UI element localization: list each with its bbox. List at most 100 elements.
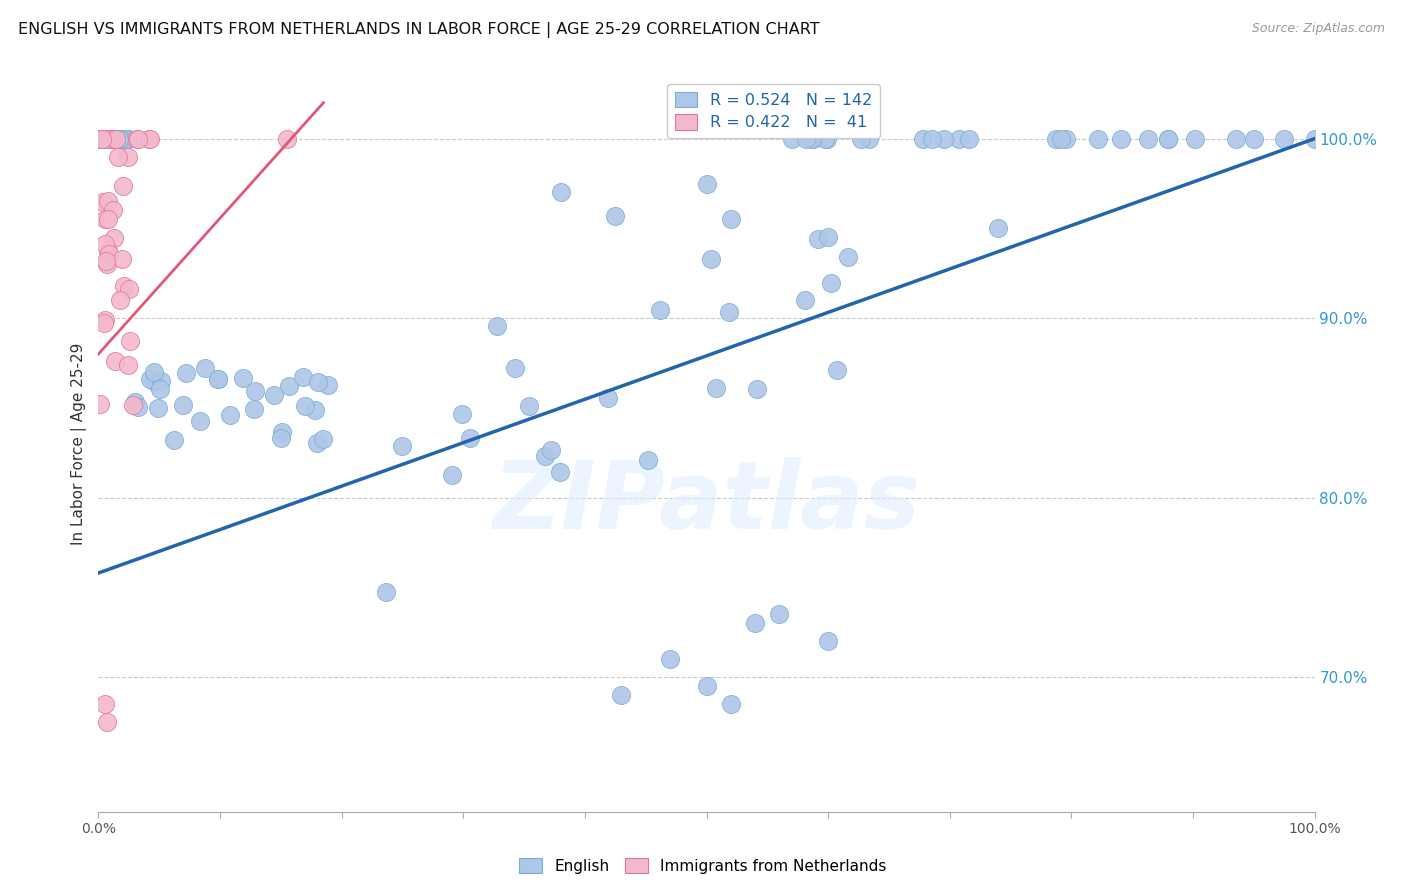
Point (96, 131, 118, 145)
Point (97, 194, 120, 209)
Point (117, 131, 139, 145)
Point (744, 616, 766, 631)
Point (849, 131, 872, 145)
Point (304, 402, 326, 417)
Point (143, 365, 166, 379)
Point (305, 436, 328, 450)
Point (97, 247, 120, 261)
Point (700, 252, 723, 266)
Point (100, 131, 122, 145)
Point (391, 439, 413, 453)
Point (105, 131, 128, 145)
Point (97, 131, 120, 145)
Point (107, 131, 129, 145)
Point (172, 398, 194, 412)
Legend: R = 0.524   N = 142, R = 0.422   N =  41: R = 0.524 N = 142, R = 0.422 N = 41 (666, 84, 880, 138)
Point (218, 408, 240, 422)
Point (232, 371, 254, 385)
Point (659, 652, 682, 666)
Point (188, 414, 211, 428)
Point (98, 131, 121, 145)
Point (91, 195, 114, 210)
Point (550, 186, 572, 200)
Point (149, 374, 172, 388)
Point (318, 378, 340, 392)
Point (815, 131, 838, 145)
Point (139, 131, 162, 145)
Point (837, 250, 859, 264)
Text: Source: ZipAtlas.com: Source: ZipAtlas.com (1251, 22, 1385, 36)
Point (104, 131, 127, 145)
Point (127, 400, 149, 414)
Point (89, 397, 111, 411)
Point (110, 131, 132, 145)
Point (124, 394, 146, 409)
Point (243, 402, 266, 417)
Point (93, 316, 115, 330)
Point (312, 432, 335, 446)
Point (117, 282, 139, 296)
Point (747, 382, 769, 396)
Point (115, 131, 138, 145)
Point (94, 131, 117, 145)
Point (91, 131, 114, 145)
Point (111, 131, 134, 145)
Point (107, 150, 129, 164)
Point (648, 302, 671, 317)
Point (117, 131, 139, 145)
Point (96, 257, 118, 271)
Point (100, 131, 122, 145)
Point (104, 131, 127, 145)
Point (103, 131, 125, 145)
Point (103, 131, 125, 145)
Point (503, 361, 526, 376)
Point (110, 131, 132, 145)
Point (957, 131, 980, 145)
Point (138, 131, 160, 145)
Point (858, 131, 880, 145)
Point (96, 131, 118, 145)
Point (485, 319, 508, 334)
Point (921, 131, 943, 145)
Point (263, 388, 285, 402)
Point (548, 465, 571, 479)
Point (127, 131, 149, 145)
Point (101, 131, 124, 145)
Point (276, 131, 298, 145)
Point (110, 252, 132, 266)
Point (270, 431, 292, 445)
Point (112, 279, 135, 293)
Point (292, 370, 315, 384)
Point (820, 276, 842, 290)
Point (93, 697, 115, 711)
Point (111, 131, 134, 145)
Point (717, 305, 740, 319)
Point (1272, 131, 1295, 145)
Point (146, 401, 169, 415)
Point (696, 177, 718, 191)
Point (97, 212, 120, 227)
Point (825, 363, 848, 377)
Point (540, 442, 562, 457)
Point (96, 714, 118, 729)
Point (932, 131, 955, 145)
Point (194, 360, 217, 375)
Point (110, 293, 132, 308)
Point (1303, 131, 1326, 145)
Point (1054, 131, 1077, 145)
Point (97, 244, 120, 259)
Legend: English, Immigrants from Netherlands: English, Immigrants from Netherlands (513, 852, 893, 880)
Point (817, 230, 839, 244)
Point (375, 585, 398, 599)
Point (704, 381, 727, 395)
Point (458, 431, 481, 445)
Point (117, 150, 139, 164)
Point (101, 203, 124, 218)
Point (94, 131, 117, 145)
Point (1157, 131, 1180, 145)
Point (91, 131, 114, 145)
Point (103, 131, 125, 145)
Point (120, 334, 142, 348)
Point (948, 131, 970, 145)
Point (1049, 131, 1071, 145)
